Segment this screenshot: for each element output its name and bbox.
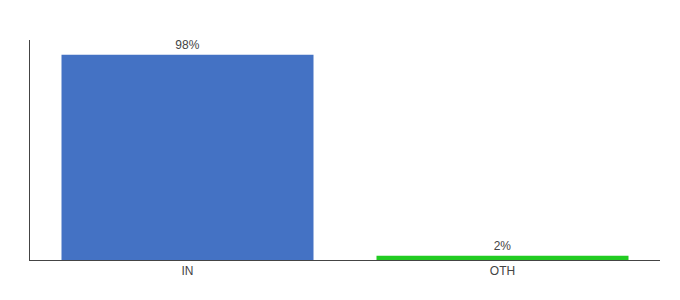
svg-text:IN: IN [182, 264, 194, 278]
svg-text:2%: 2% [494, 239, 512, 253]
svg-text:OTH: OTH [490, 264, 515, 278]
svg-text:98%: 98% [175, 38, 199, 52]
